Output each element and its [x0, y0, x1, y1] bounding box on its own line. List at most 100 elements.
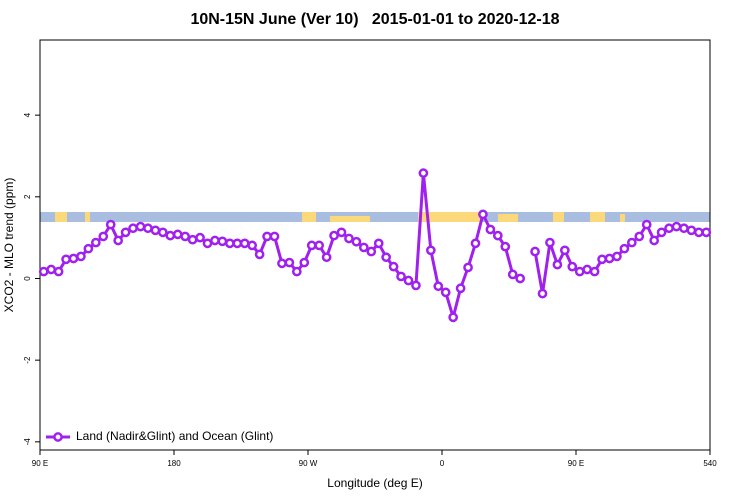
x-tick-label: 540 — [703, 459, 717, 468]
land-segment — [418, 212, 480, 222]
data-point — [530, 246, 540, 257]
data-point — [478, 209, 488, 220]
data-point — [299, 257, 310, 268]
data-point — [656, 227, 667, 238]
data-point — [470, 238, 481, 249]
data-point — [120, 227, 131, 238]
land-segment — [620, 214, 625, 222]
data-point — [567, 261, 578, 272]
data-point — [552, 259, 563, 270]
data-point — [351, 236, 362, 247]
data-point — [344, 233, 354, 244]
data-point — [403, 275, 414, 286]
data-point — [358, 242, 369, 253]
data-point — [604, 253, 615, 264]
y-tick-label: 2 — [23, 194, 32, 199]
land-mask-band — [40, 212, 710, 222]
data-point — [61, 254, 71, 265]
data-point — [582, 264, 593, 275]
data-point — [336, 227, 347, 238]
data-point — [224, 238, 235, 249]
data-point — [574, 266, 585, 277]
data-point — [165, 230, 176, 241]
data-point — [135, 221, 146, 232]
data-point — [321, 252, 332, 263]
data-point — [291, 266, 302, 277]
data-point — [150, 225, 161, 236]
x-tick-label: 0 — [440, 459, 445, 468]
y-axis-title: XCO2 - MLO trend (ppm) — [2, 178, 16, 313]
data-point — [232, 238, 243, 249]
data-point — [254, 249, 265, 260]
data-point — [381, 252, 392, 263]
y-tick-label: -4 — [23, 438, 32, 446]
data-point — [388, 261, 399, 272]
data-point — [128, 223, 138, 234]
data-point — [366, 246, 377, 257]
x-tick-label: 90 W — [299, 459, 318, 468]
legend-label: Land (Nadir&Glint) and Ocean (Glint) — [76, 429, 273, 443]
data-point — [396, 271, 406, 282]
data-point — [500, 241, 511, 252]
data-point — [195, 232, 205, 243]
y-tick-label: 0 — [23, 276, 32, 281]
y-tick-label: -2 — [23, 356, 32, 364]
data-point — [418, 168, 429, 178]
data-point — [157, 227, 168, 238]
data-point — [284, 257, 295, 268]
data-point — [143, 223, 153, 234]
data-point — [641, 219, 652, 230]
data-point — [612, 251, 622, 262]
plot-frame — [39, 39, 711, 451]
data-point — [217, 236, 228, 247]
data-point — [515, 273, 526, 284]
data-point — [619, 243, 630, 254]
y-tick-label: 4 — [23, 112, 32, 117]
data-point — [314, 240, 325, 251]
data-point — [455, 283, 466, 294]
data-point — [202, 238, 213, 249]
data-point — [440, 287, 451, 298]
data-point — [83, 243, 94, 254]
data-point — [545, 237, 555, 248]
data-point — [113, 235, 124, 246]
data-point — [98, 231, 109, 242]
data-point — [172, 229, 183, 240]
data-point — [433, 281, 444, 292]
land-segment — [302, 212, 316, 222]
data-point — [463, 262, 473, 273]
data-point — [507, 269, 518, 280]
data-point — [262, 231, 272, 242]
data-point — [537, 288, 548, 299]
data-point — [448, 312, 459, 323]
data-point — [701, 227, 712, 238]
data-point — [46, 264, 57, 275]
data-point — [671, 221, 682, 232]
data-point — [589, 266, 600, 277]
data-point — [485, 224, 496, 235]
x-tick-label: 90 E — [568, 459, 584, 468]
data-point — [306, 240, 317, 251]
land-segment — [498, 214, 518, 222]
data-point — [679, 223, 689, 234]
ocean-band — [40, 212, 710, 222]
data-point — [329, 230, 339, 241]
data-point — [239, 238, 250, 249]
data-point — [269, 231, 280, 242]
data-point — [90, 237, 101, 248]
data-point — [373, 238, 384, 249]
data-point — [634, 231, 645, 242]
data-point — [38, 266, 49, 277]
data-point — [492, 230, 503, 241]
data-point — [664, 223, 674, 234]
land-segment — [85, 212, 90, 222]
x-tick-label: 90 E — [32, 459, 48, 468]
data-point — [686, 225, 697, 236]
data-point — [626, 237, 637, 248]
land-segment — [553, 212, 564, 222]
data-point — [187, 234, 198, 245]
data-point — [53, 266, 64, 277]
land-segment — [330, 216, 370, 222]
